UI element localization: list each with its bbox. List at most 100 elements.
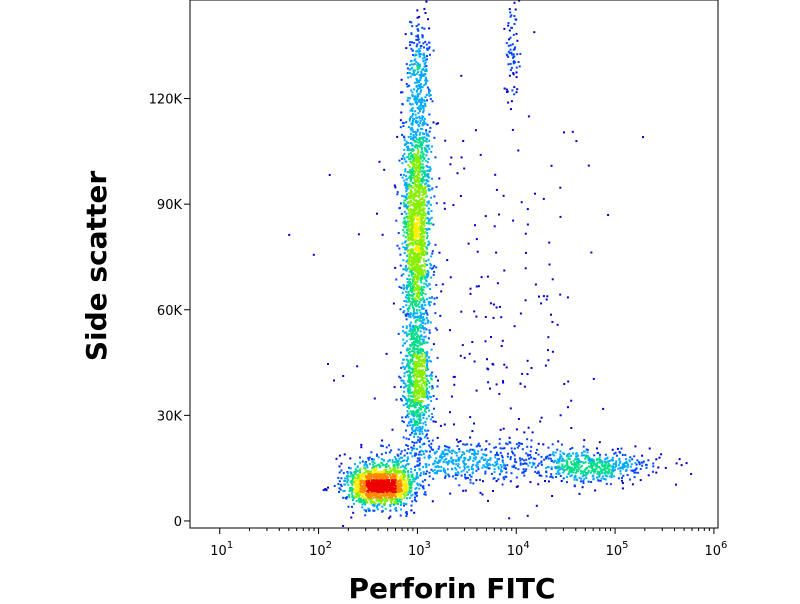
data-point [423,392,426,395]
data-point [428,41,431,44]
data-point [550,473,553,476]
data-point [411,371,414,374]
data-point [425,149,428,152]
data-point [379,502,382,505]
data-point [604,478,607,481]
data-point [415,367,418,370]
data-point [409,218,412,221]
data-point [382,475,385,478]
data-point [535,452,537,454]
data-point [505,475,508,478]
data-point [415,270,418,273]
data-point [384,476,387,479]
data-point [634,471,637,474]
data-point [416,354,419,357]
data-point [411,233,413,236]
data-point [415,422,418,425]
data-point [630,469,633,472]
data-point [406,463,409,466]
data-point [409,97,411,100]
data-point [380,444,383,447]
data-point [416,326,419,329]
data-point [503,363,506,366]
data-point [591,461,594,464]
data-point [410,263,413,266]
data-point [406,477,409,480]
data-point [411,238,414,241]
data-point [417,185,420,188]
data-point [416,373,419,376]
data-point [475,479,478,482]
data-point [416,107,419,109]
data-point [410,152,412,155]
data-point [367,507,370,510]
data-point [402,325,404,328]
data-point [349,457,352,460]
data-point [373,469,376,472]
data-point [424,304,427,307]
data-point [413,145,416,148]
data-point [424,385,427,388]
data-point [521,372,524,375]
data-point [406,185,409,187]
data-point [408,365,411,368]
data-point [492,316,495,319]
data-point [582,482,585,484]
data-point [425,58,428,61]
data-point [418,137,421,140]
data-point [426,275,429,278]
data-point [475,456,478,459]
data-point [412,131,415,133]
data-point [675,462,678,465]
data-point [425,131,428,134]
data-point [413,413,416,416]
data-point [471,341,474,343]
data-point [424,40,427,43]
data-point [409,487,412,489]
data-point [419,438,422,441]
data-point [409,330,412,333]
data-point [364,461,367,464]
data-point [405,483,408,486]
data-point [418,342,421,345]
data-point [411,94,414,97]
data-point [389,467,392,470]
data-point [411,356,414,359]
data-point [422,204,425,207]
data-point [419,279,422,282]
data-point [426,437,429,440]
data-point [412,174,415,177]
data-point [421,26,424,29]
data-point [399,308,402,311]
data-point [604,461,606,463]
data-point [598,458,601,461]
data-point [568,472,571,475]
data-point [417,173,420,175]
data-point [409,20,411,23]
data-point [411,243,414,246]
data-point [432,395,435,397]
data-point [400,481,403,484]
data-point [550,313,552,316]
data-point [438,459,440,462]
data-point [423,102,426,105]
data-point [404,481,407,484]
data-point [502,461,504,464]
data-point [401,242,404,245]
data-point [413,289,416,291]
data-point [422,273,425,276]
data-point [526,514,529,517]
data-point [430,255,433,258]
data-point [553,454,556,457]
data-point [368,471,371,474]
data-point [421,480,424,483]
data-point [416,211,418,214]
data-point [347,483,350,486]
data-points [288,0,693,527]
data-point [445,461,448,464]
data-point [420,243,423,246]
data-point [420,376,423,379]
data-point [368,477,371,480]
data-point [422,132,424,135]
data-point [426,169,429,172]
